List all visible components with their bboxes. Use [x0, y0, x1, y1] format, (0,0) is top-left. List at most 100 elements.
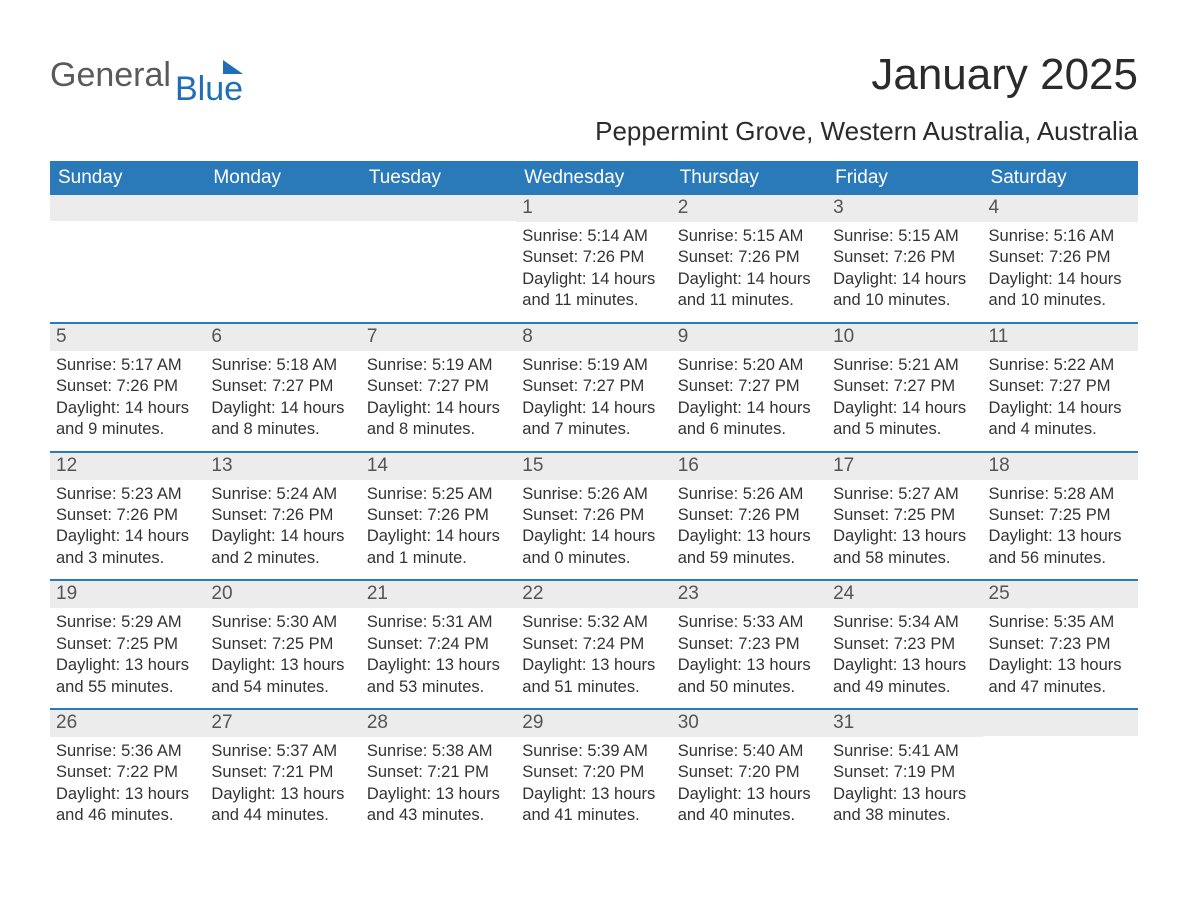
- calendar-day: 2Sunrise: 5:15 AMSunset: 7:26 PMDaylight…: [672, 195, 827, 322]
- title-block: January 2025 Peppermint Grove, Western A…: [595, 50, 1138, 147]
- day-details: Sunrise: 5:23 AMSunset: 7:26 PMDaylight:…: [50, 480, 205, 570]
- day-number: 2: [672, 195, 827, 222]
- calendar-day: 23Sunrise: 5:33 AMSunset: 7:23 PMDayligh…: [672, 581, 827, 708]
- sunrise-line: Sunrise: 5:15 AM: [833, 226, 976, 247]
- weekday-header: Saturday: [983, 161, 1138, 195]
- calendar-day: 13Sunrise: 5:24 AMSunset: 7:26 PMDayligh…: [205, 453, 360, 580]
- sunrise-line: Sunrise: 5:29 AM: [56, 612, 199, 633]
- calendar-day: 11Sunrise: 5:22 AMSunset: 7:27 PMDayligh…: [983, 324, 1138, 451]
- day-details: Sunrise: 5:41 AMSunset: 7:19 PMDaylight:…: [827, 737, 982, 827]
- sunrise-line: Sunrise: 5:36 AM: [56, 741, 199, 762]
- day-number: 30: [672, 710, 827, 737]
- day-details: Sunrise: 5:15 AMSunset: 7:26 PMDaylight:…: [672, 222, 827, 312]
- daylight-line: Daylight: 14 hours and 6 minutes.: [678, 398, 821, 441]
- calendar-week-row: 1Sunrise: 5:14 AMSunset: 7:26 PMDaylight…: [50, 195, 1138, 322]
- sunrise-line: Sunrise: 5:19 AM: [522, 355, 665, 376]
- day-number: 25: [983, 581, 1138, 608]
- sunset-line: Sunset: 7:27 PM: [211, 376, 354, 397]
- sunrise-line: Sunrise: 5:22 AM: [989, 355, 1132, 376]
- sunset-line: Sunset: 7:26 PM: [522, 247, 665, 268]
- sunset-line: Sunset: 7:20 PM: [522, 762, 665, 783]
- weekday-header: Monday: [205, 161, 360, 195]
- daylight-line: Daylight: 13 hours and 46 minutes.: [56, 784, 199, 827]
- sunrise-line: Sunrise: 5:37 AM: [211, 741, 354, 762]
- calendar-day: 5Sunrise: 5:17 AMSunset: 7:26 PMDaylight…: [50, 324, 205, 451]
- sunrise-line: Sunrise: 5:17 AM: [56, 355, 199, 376]
- sunset-line: Sunset: 7:23 PM: [678, 634, 821, 655]
- sunset-line: Sunset: 7:27 PM: [989, 376, 1132, 397]
- day-details: Sunrise: 5:26 AMSunset: 7:26 PMDaylight:…: [516, 480, 671, 570]
- calendar-day: 24Sunrise: 5:34 AMSunset: 7:23 PMDayligh…: [827, 581, 982, 708]
- sunset-line: Sunset: 7:19 PM: [833, 762, 976, 783]
- daylight-line: Daylight: 13 hours and 50 minutes.: [678, 655, 821, 698]
- daylight-line: Daylight: 14 hours and 10 minutes.: [833, 269, 976, 312]
- weekday-header: Sunday: [50, 161, 205, 195]
- calendar-grid: SundayMondayTuesdayWednesdayThursdayFrid…: [50, 161, 1138, 837]
- day-details: Sunrise: 5:31 AMSunset: 7:24 PMDaylight:…: [361, 608, 516, 698]
- daylight-line: Daylight: 14 hours and 3 minutes.: [56, 526, 199, 569]
- daylight-line: Daylight: 14 hours and 10 minutes.: [989, 269, 1132, 312]
- day-number: 23: [672, 581, 827, 608]
- sunrise-line: Sunrise: 5:34 AM: [833, 612, 976, 633]
- day-details: Sunrise: 5:26 AMSunset: 7:26 PMDaylight:…: [672, 480, 827, 570]
- day-details: Sunrise: 5:38 AMSunset: 7:21 PMDaylight:…: [361, 737, 516, 827]
- day-number: 20: [205, 581, 360, 608]
- day-details: Sunrise: 5:30 AMSunset: 7:25 PMDaylight:…: [205, 608, 360, 698]
- day-number: 16: [672, 453, 827, 480]
- calendar-day-empty: [205, 195, 360, 322]
- day-number: 5: [50, 324, 205, 351]
- calendar-day: 25Sunrise: 5:35 AMSunset: 7:23 PMDayligh…: [983, 581, 1138, 708]
- day-number: 6: [205, 324, 360, 351]
- sunrise-line: Sunrise: 5:32 AM: [522, 612, 665, 633]
- daylight-line: Daylight: 13 hours and 43 minutes.: [367, 784, 510, 827]
- daylight-line: Daylight: 13 hours and 59 minutes.: [678, 526, 821, 569]
- day-number: 10: [827, 324, 982, 351]
- day-details: Sunrise: 5:36 AMSunset: 7:22 PMDaylight:…: [50, 737, 205, 827]
- daylight-line: Daylight: 13 hours and 38 minutes.: [833, 784, 976, 827]
- sunset-line: Sunset: 7:26 PM: [678, 505, 821, 526]
- calendar-day: 15Sunrise: 5:26 AMSunset: 7:26 PMDayligh…: [516, 453, 671, 580]
- daylight-line: Daylight: 13 hours and 44 minutes.: [211, 784, 354, 827]
- calendar-day: 7Sunrise: 5:19 AMSunset: 7:27 PMDaylight…: [361, 324, 516, 451]
- weekday-header: Thursday: [672, 161, 827, 195]
- daylight-line: Daylight: 14 hours and 8 minutes.: [211, 398, 354, 441]
- sunrise-line: Sunrise: 5:40 AM: [678, 741, 821, 762]
- day-number: 17: [827, 453, 982, 480]
- sunrise-line: Sunrise: 5:25 AM: [367, 484, 510, 505]
- daylight-line: Daylight: 14 hours and 11 minutes.: [678, 269, 821, 312]
- sunrise-line: Sunrise: 5:19 AM: [367, 355, 510, 376]
- location-subtitle: Peppermint Grove, Western Australia, Aus…: [595, 116, 1138, 147]
- logo-blue-block: Blue: [175, 58, 243, 109]
- day-number: 29: [516, 710, 671, 737]
- day-details: Sunrise: 5:24 AMSunset: 7:26 PMDaylight:…: [205, 480, 360, 570]
- sunrise-line: Sunrise: 5:23 AM: [56, 484, 199, 505]
- day-number: 31: [827, 710, 982, 737]
- sunset-line: Sunset: 7:22 PM: [56, 762, 199, 783]
- sunset-line: Sunset: 7:21 PM: [367, 762, 510, 783]
- sunset-line: Sunset: 7:25 PM: [56, 634, 199, 655]
- day-details: Sunrise: 5:34 AMSunset: 7:23 PMDaylight:…: [827, 608, 982, 698]
- day-number: 26: [50, 710, 205, 737]
- weekday-header: Friday: [827, 161, 982, 195]
- sunset-line: Sunset: 7:23 PM: [989, 634, 1132, 655]
- sunrise-line: Sunrise: 5:28 AM: [989, 484, 1132, 505]
- sunrise-line: Sunrise: 5:27 AM: [833, 484, 976, 505]
- day-number: [205, 195, 360, 221]
- day-number: 14: [361, 453, 516, 480]
- sunrise-line: Sunrise: 5:30 AM: [211, 612, 354, 633]
- sunset-line: Sunset: 7:26 PM: [678, 247, 821, 268]
- day-number: 21: [361, 581, 516, 608]
- sunrise-line: Sunrise: 5:18 AM: [211, 355, 354, 376]
- day-details: Sunrise: 5:21 AMSunset: 7:27 PMDaylight:…: [827, 351, 982, 441]
- daylight-line: Daylight: 13 hours and 47 minutes.: [989, 655, 1132, 698]
- day-number: 9: [672, 324, 827, 351]
- daylight-line: Daylight: 13 hours and 54 minutes.: [211, 655, 354, 698]
- sunset-line: Sunset: 7:20 PM: [678, 762, 821, 783]
- day-details: Sunrise: 5:33 AMSunset: 7:23 PMDaylight:…: [672, 608, 827, 698]
- daylight-line: Daylight: 13 hours and 41 minutes.: [522, 784, 665, 827]
- day-details: Sunrise: 5:32 AMSunset: 7:24 PMDaylight:…: [516, 608, 671, 698]
- calendar-day: 22Sunrise: 5:32 AMSunset: 7:24 PMDayligh…: [516, 581, 671, 708]
- calendar-day: 14Sunrise: 5:25 AMSunset: 7:26 PMDayligh…: [361, 453, 516, 580]
- sunrise-line: Sunrise: 5:16 AM: [989, 226, 1132, 247]
- day-details: Sunrise: 5:28 AMSunset: 7:25 PMDaylight:…: [983, 480, 1138, 570]
